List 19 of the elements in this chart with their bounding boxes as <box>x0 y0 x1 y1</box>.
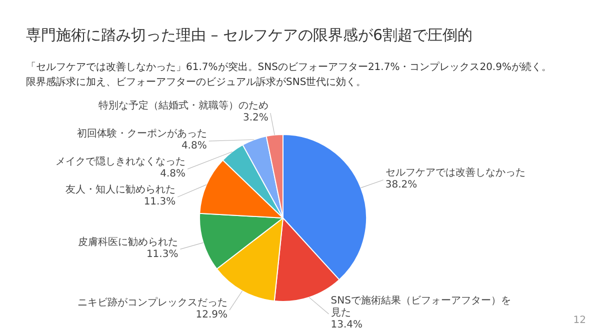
slice-label: 友人・知人に勧められた <box>66 184 176 196</box>
data-label: 11.3% <box>144 196 176 208</box>
slice-label: 皮膚科医に勧められた <box>78 236 178 248</box>
slice-label: SNSで施術結果（ビフォーアフター）を見た <box>330 294 511 319</box>
data-label: 4.8% <box>181 140 207 152</box>
data-label: 3.2% <box>242 112 268 124</box>
data-label: 13.4% <box>330 320 363 331</box>
data-label: 12.9% <box>196 310 228 321</box>
text: 12 <box>573 315 586 326</box>
slice-label: セルフケアでは改善しなかった <box>385 166 526 178</box>
slice-label: 初回体験・クーポンがあった <box>76 128 207 140</box>
chart-subtitle: 「セルフケアでは改善しなかった」61.7%が突出。SNSのビフォーアフター21.7%・コンプレックス20.9%が続く。限界感訴求に加え、ビフォーアフターのビジュアル訴求がSNS世代に効く。 <box>26 60 552 90</box>
data-label: 11.3% <box>146 248 178 260</box>
slice-label: メイクで隠しきれなくなった <box>56 156 186 168</box>
data-label: 4.8% <box>160 168 186 180</box>
slice-label: 特別な予定（結婚式・就職等）のため <box>98 100 268 112</box>
slice-label: ニキビ跡がコンプレックスだった <box>78 296 228 309</box>
chart-title: 専門施術に踏み切った理由 – セルフケアの限界感が6割超で圧倒的 <box>26 26 473 45</box>
data-label: 38.2% <box>385 179 418 190</box>
